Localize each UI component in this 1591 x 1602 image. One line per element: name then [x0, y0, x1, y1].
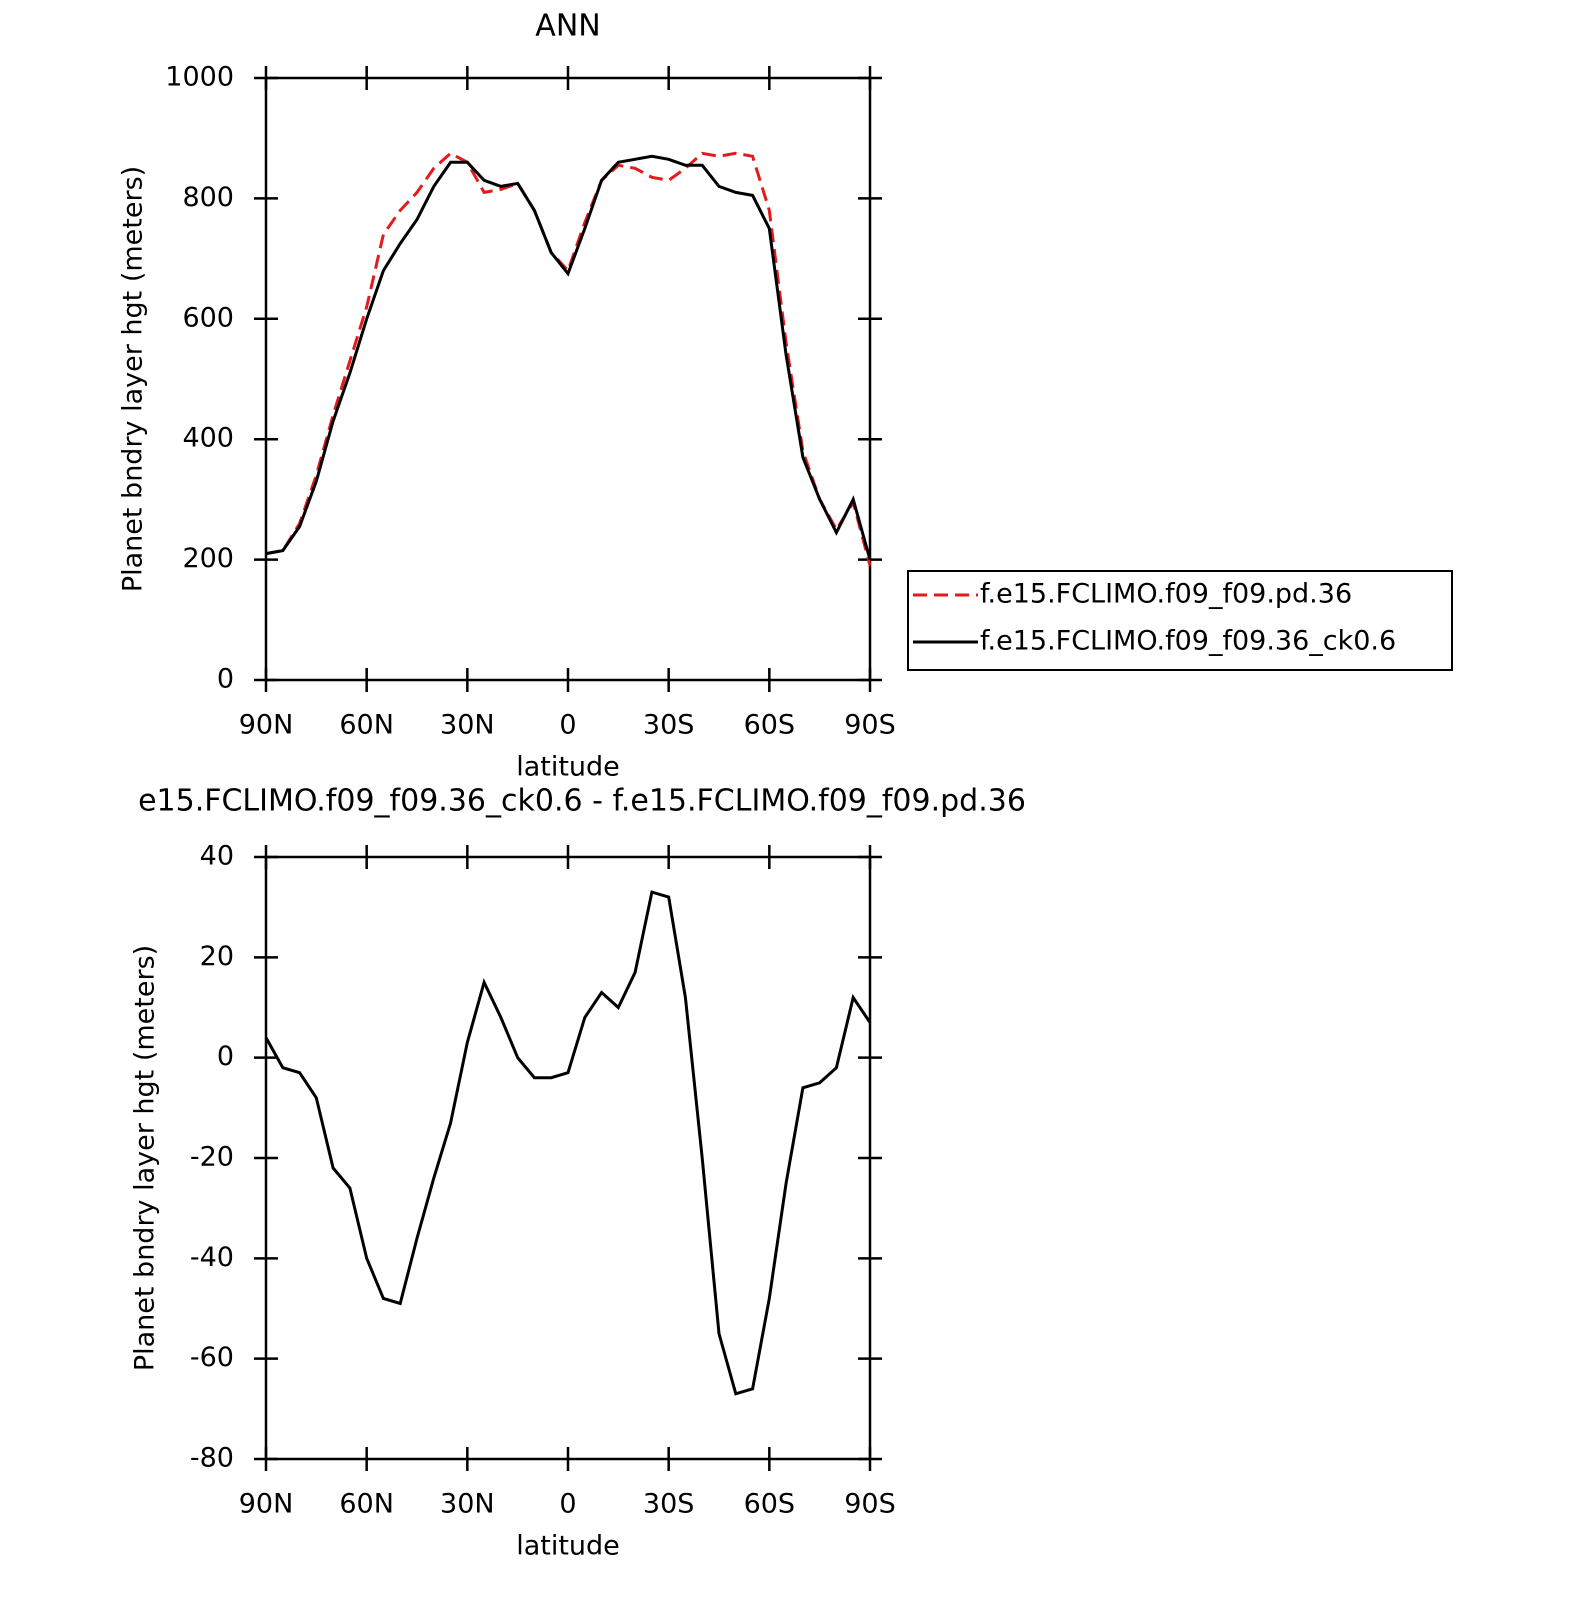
y-tick-label: 1000	[165, 62, 234, 93]
x-tick-label: 90S	[844, 1489, 896, 1520]
y-tick-label: 800	[182, 182, 234, 213]
y-tick-label: 0	[217, 1041, 234, 1072]
x-tick-label: 30N	[440, 1489, 495, 1520]
legend: f.e15.FCLIMO.f09_f09.pd.36 f.e15.FCLIMO.f…	[907, 570, 1453, 671]
y-tick-label: -40	[190, 1242, 234, 1273]
data-line	[265, 154, 872, 561]
y-tick-label: 400	[182, 423, 234, 454]
x-tick-label: 90N	[239, 710, 294, 741]
x-axis-label: latitude	[516, 1531, 620, 1562]
x-tick-label: 90N	[239, 1489, 294, 1520]
y-tick-label: 600	[182, 302, 234, 333]
y-tick-label: -80	[190, 1443, 234, 1474]
y-axis-label: Planet bndry layer hgt (meters)	[118, 166, 149, 592]
x-tick-label: 30N	[440, 710, 495, 741]
y-tick-label: -60	[190, 1342, 234, 1373]
x-tick-label: 0	[559, 1489, 576, 1520]
y-tick-label: -20	[190, 1142, 234, 1173]
chart-title: ANN	[535, 9, 600, 44]
x-tick-label: 0	[559, 710, 576, 741]
legend-label: f.e15.FCLIMO.f09_f09.36_ck0.6	[980, 626, 1396, 657]
y-axis-label: Planet bndry layer hgt (meters)	[130, 945, 161, 1371]
x-tick-label: 90S	[844, 710, 896, 741]
legend-box	[907, 570, 1453, 671]
x-tick-label: 60S	[744, 710, 796, 741]
x-tick-label: 60N	[339, 1489, 394, 1520]
legend-label: f.e15.FCLIMO.f09_f09.pd.36	[980, 579, 1352, 610]
y-tick-label: 20	[200, 941, 234, 972]
x-tick-label: 30S	[643, 1489, 695, 1520]
y-tick-label: 200	[182, 543, 234, 574]
y-tick-label: 40	[200, 841, 234, 872]
plot-frame	[264, 76, 872, 682]
y-tick-label: 0	[217, 664, 234, 695]
data-line	[265, 151, 872, 566]
x-tick-label: 30S	[643, 710, 695, 741]
x-tick-label: 60N	[339, 710, 394, 741]
x-tick-label: 60S	[744, 1489, 796, 1520]
data-line	[264, 890, 872, 1396]
plot-frame	[264, 855, 872, 1461]
chart-title: e15.FCLIMO.f09_f09.36_ck0.6 - f.e15.FCLI…	[138, 784, 1026, 819]
x-axis-label: latitude	[516, 752, 620, 783]
